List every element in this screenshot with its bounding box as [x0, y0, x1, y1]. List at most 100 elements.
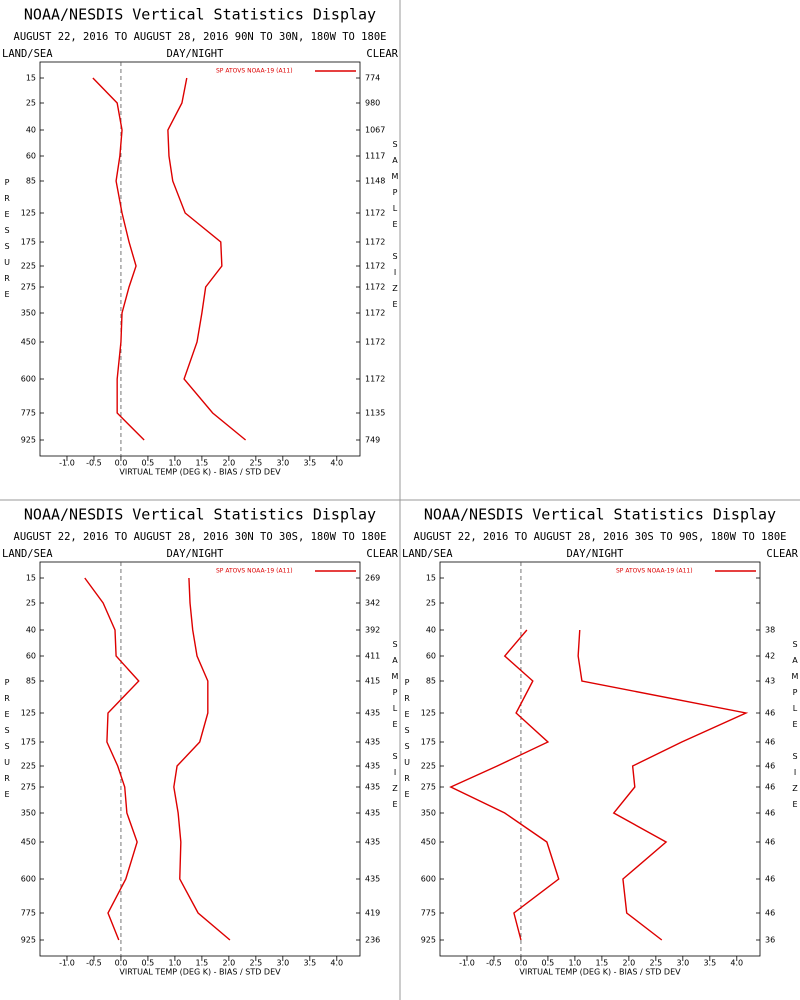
sample-size-label: 749 [365, 436, 380, 445]
series-line [92, 77, 145, 441]
y-tick-label: 775 [21, 409, 36, 418]
chart-title: NOAA/NESDIS Vertical Statistics Display [424, 506, 776, 524]
sample-size-label: 46 [765, 783, 775, 792]
x-tick-label: 1.0 [169, 959, 182, 968]
day-night-label: DAY/NIGHT [167, 548, 225, 560]
x-tick-label: 1.5 [596, 959, 609, 968]
x-tick-label: 2.0 [223, 959, 236, 968]
y-tick-label: 275 [21, 283, 36, 292]
sample-size-label: 46 [765, 709, 775, 718]
chart-subtitle: AUGUST 22, 2016 TO AUGUST 28, 2016 90N T… [14, 31, 387, 43]
y-tick-label: 125 [21, 209, 36, 218]
y-tick-label: 225 [21, 262, 36, 271]
x-tick-label: 2.5 [249, 459, 262, 468]
x-tick-label: 2.0 [223, 459, 236, 468]
x-tick-label: 0.5 [142, 959, 155, 968]
sample-size-label: 1067 [365, 126, 385, 135]
sample-size-label: 1135 [365, 409, 385, 418]
legend-label: SP ATOVS NOAA-19 (A11) [616, 568, 693, 575]
plot-frame [39, 61, 361, 457]
sample-size-label: 1172 [365, 209, 385, 218]
panel: NOAA/NESDIS Vertical Statistics Display A… [2, 6, 400, 477]
panel: NOAA/NESDIS Vertical Statistics Display A… [402, 506, 800, 977]
y-tick-label: 175 [21, 738, 36, 747]
y-tick-label: 225 [421, 762, 436, 771]
x-axis-label: VIRTUAL TEMP (DEG K) - BIAS / STD DEV [119, 968, 281, 977]
x-tick-label: 1.5 [196, 959, 209, 968]
chart-title: NOAA/NESDIS Vertical Statistics Display [24, 506, 376, 524]
sample-size-label: 1172 [365, 309, 385, 318]
sample-size-label: 46 [765, 762, 775, 771]
y-tick-label: 275 [21, 783, 36, 792]
series-line [173, 577, 231, 941]
y-tick-label: 925 [421, 936, 436, 945]
land-sea-label: LAND/SEA [2, 548, 53, 560]
land-sea-label: LAND/SEA [402, 548, 453, 560]
x-tick-label: 3.0 [676, 959, 689, 968]
y-tick-label: 225 [21, 762, 36, 771]
x-tick-label: 1.0 [569, 959, 582, 968]
y-tick-label: 600 [21, 875, 36, 884]
series-line [167, 77, 247, 441]
y-tick-label: 40 [26, 126, 36, 135]
clear-label: CLEAR [766, 548, 798, 560]
sample-size-label: 435 [365, 809, 380, 818]
x-tick-label: 0.5 [542, 959, 555, 968]
x-tick-label: 2.5 [649, 959, 662, 968]
y-tick-label: 600 [421, 875, 436, 884]
x-tick-label: 4.0 [330, 459, 343, 468]
chart-subtitle: AUGUST 22, 2016 TO AUGUST 28, 2016 30S T… [414, 531, 787, 543]
sample-size-label: 1172 [365, 375, 385, 384]
x-tick-label: 0.0 [115, 459, 128, 468]
sample-size-label: 36 [765, 936, 775, 945]
y-tick-label: 125 [21, 709, 36, 718]
sample-size-label: 980 [365, 99, 380, 108]
sample-size-label: 1172 [365, 238, 385, 247]
sample-size-label: 46 [765, 909, 775, 918]
x-tick-label: 2.0 [623, 959, 636, 968]
sample-size-label: 411 [365, 652, 380, 661]
series-line [449, 629, 560, 941]
y-tick-label: 25 [26, 99, 36, 108]
y2-axis-label: SAMPLE SIZE [791, 640, 800, 816]
sample-size-label: 342 [365, 599, 380, 608]
y-tick-label: 925 [21, 436, 36, 445]
sample-size-label: 46 [765, 738, 775, 747]
y-tick-label: 775 [21, 909, 36, 918]
y-tick-label: 15 [26, 74, 36, 83]
y-tick-label: 450 [21, 338, 36, 347]
y-axis-label: PRESSURE [3, 678, 12, 806]
x-tick-label: 4.0 [330, 959, 343, 968]
x-tick-label: 3.5 [303, 959, 316, 968]
plot-frame [439, 561, 761, 957]
y-tick-label: 60 [26, 152, 36, 161]
sample-size-label: 392 [365, 626, 380, 635]
chart-subtitle: AUGUST 22, 2016 TO AUGUST 28, 2016 30N T… [14, 531, 387, 543]
x-tick-label: 1.5 [196, 459, 209, 468]
sample-size-label: 435 [365, 875, 380, 884]
y-tick-label: 60 [26, 652, 36, 661]
x-tick-label: -1.0 [59, 959, 75, 968]
land-sea-label: LAND/SEA [2, 48, 53, 60]
y-tick-label: 350 [421, 809, 436, 818]
y-tick-label: 175 [21, 238, 36, 247]
x-tick-label: 3.0 [276, 959, 289, 968]
y-tick-label: 775 [421, 909, 436, 918]
y-axis-label: PRESSURE [3, 178, 12, 306]
y-tick-label: 275 [421, 783, 436, 792]
sample-size-label: 435 [365, 762, 380, 771]
sample-size-label: 1172 [365, 262, 385, 271]
y-tick-label: 350 [21, 309, 36, 318]
y-tick-label: 450 [421, 838, 436, 847]
panel: NOAA/NESDIS Vertical Statistics Display A… [2, 506, 400, 977]
y-tick-label: 85 [426, 677, 436, 686]
y2-axis-label: SAMPLE SIZE [391, 140, 400, 316]
y-tick-label: 40 [426, 626, 436, 635]
y-tick-label: 600 [21, 375, 36, 384]
sample-size-label: 1172 [365, 338, 385, 347]
y-tick-label: 15 [426, 574, 436, 583]
clear-label: CLEAR [366, 548, 398, 560]
y-tick-label: 85 [26, 677, 36, 686]
x-tick-label: 2.5 [249, 959, 262, 968]
